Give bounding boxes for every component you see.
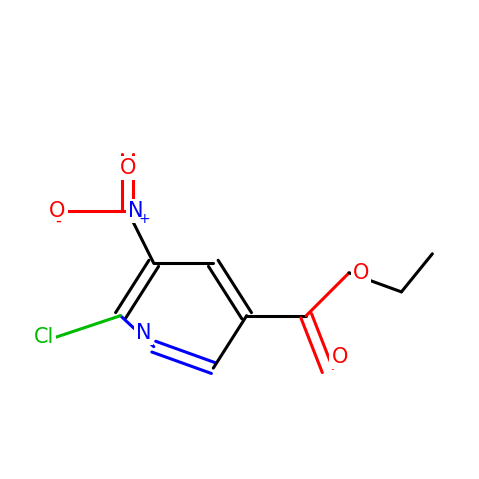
Text: O: O bbox=[353, 263, 369, 283]
Text: O: O bbox=[119, 158, 136, 178]
Text: O: O bbox=[49, 201, 66, 221]
Text: N: N bbox=[136, 323, 151, 343]
Text: +: + bbox=[138, 212, 150, 226]
Text: N: N bbox=[128, 201, 144, 221]
Text: -: - bbox=[56, 211, 61, 229]
Text: Cl: Cl bbox=[34, 327, 54, 347]
Text: O: O bbox=[331, 347, 348, 366]
